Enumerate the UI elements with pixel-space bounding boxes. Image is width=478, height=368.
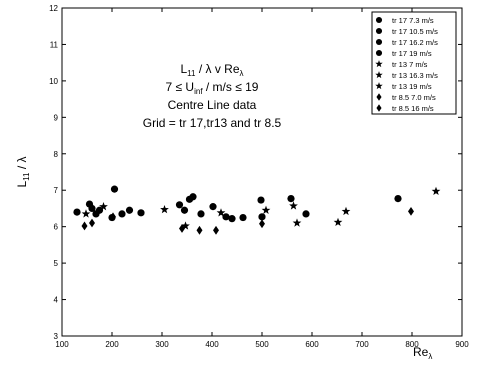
data-point-circle	[258, 213, 266, 221]
x-tick-label: 500	[255, 340, 269, 349]
axis-ticks: 100 200 300 400 500 600 700 800 900 3 4 5 6 7 8 9 10 11 12	[49, 4, 469, 349]
data-point-circle	[222, 213, 230, 221]
data-point-star	[292, 218, 302, 227]
data-point-diamond	[81, 221, 88, 231]
chart-title: L11 / λ v Reλ 7 ≤ Uinf / m/s ≤ 19 Centre…	[143, 62, 282, 130]
data-point-circle	[175, 201, 184, 209]
y-tick-label: 4	[54, 296, 59, 305]
title-line-2: 7 ≤ Uinf / m/s ≤ 19	[166, 80, 259, 96]
x-axis-label: Reλ	[413, 345, 432, 361]
data-point-star	[431, 186, 441, 196]
legend-label: tr 13 19 m/s	[392, 82, 432, 91]
data-point-star	[160, 204, 169, 214]
legend-marker-diamond	[376, 104, 382, 112]
y-tick-label: 6	[54, 223, 59, 232]
data-point-circle	[73, 208, 81, 216]
data-point-diamond	[408, 206, 414, 216]
legend-marker-circle	[375, 49, 383, 57]
data-point-circle	[257, 196, 265, 204]
x-tick-label: 100	[55, 340, 69, 349]
data-point-star	[341, 206, 351, 216]
data-point-circle	[180, 206, 189, 214]
data-point-circle	[228, 215, 236, 223]
data-point-circle	[88, 204, 96, 213]
data-point-circle	[394, 195, 402, 203]
data-point-circle	[239, 213, 247, 222]
legend-label: tr 17 19 m/s	[392, 49, 432, 58]
title-line-3: Centre Line data	[168, 98, 257, 112]
data-point-circle	[125, 206, 134, 214]
y-tick-label: 5	[54, 259, 59, 268]
legend-marker-star	[375, 71, 383, 79]
data-point-circle	[118, 210, 126, 218]
title-line-1: L11 / λ v Reλ	[180, 62, 243, 78]
y-axis-label: L11 / λ	[15, 156, 31, 187]
data-point-circle	[302, 210, 310, 218]
legend-label: tr 17 16.2 m/s	[392, 38, 438, 47]
legend-marker-circle	[375, 38, 383, 46]
data-points	[73, 185, 441, 235]
data-point-diamond	[259, 219, 265, 229]
data-point-circle	[209, 203, 217, 211]
data-point-circle	[95, 206, 104, 214]
data-point-star	[181, 221, 190, 230]
data-point-circle	[189, 193, 197, 201]
data-point-diamond	[196, 225, 203, 235]
x-tick-label: 700	[355, 340, 369, 349]
data-point-diamond	[179, 224, 185, 233]
legend-label: tr 8.5 16 m/s	[392, 104, 434, 113]
x-tick-label: 900	[455, 340, 469, 349]
data-point-star	[261, 205, 271, 214]
data-point-diamond	[213, 225, 219, 235]
legend-label: tr 13 7 m/s	[392, 60, 428, 69]
data-point-circle	[287, 195, 295, 203]
legend-label: tr 8.5 7.0 m/s	[392, 93, 436, 102]
data-point-diamond	[89, 218, 95, 228]
x-tick-label: 600	[305, 340, 319, 349]
x-tick-label: 400	[205, 340, 219, 349]
y-tick-label: 10	[49, 77, 58, 86]
legend-marker-circle	[375, 27, 383, 35]
legend-marker-diamond	[376, 93, 382, 101]
legend-label: tr 13 16.3 m/s	[392, 71, 438, 80]
legend-marker-star	[375, 60, 383, 68]
legend-marker-circle	[375, 16, 383, 24]
data-point-star	[289, 201, 298, 210]
data-point-circle	[137, 209, 145, 217]
title-line-4: Grid = tr 17,tr13 and tr 8.5	[143, 116, 282, 130]
x-tick-label: 800	[405, 340, 419, 349]
y-tick-label: 12	[49, 4, 58, 13]
x-tick-label: 200	[105, 340, 119, 349]
legend-label: tr 17 7.3 m/s	[392, 16, 434, 25]
y-tick-label: 7	[54, 186, 59, 195]
data-point-circle	[110, 185, 119, 193]
legend: tr 17 7.3 m/s tr 17 10.5 m/s tr 17 16.2 m/…	[371, 11, 457, 115]
y-tick-label: 3	[54, 332, 59, 341]
y-tick-label: 11	[50, 40, 59, 49]
legend-label: tr 17 10.5 m/s	[392, 27, 438, 36]
data-point-star	[81, 209, 91, 218]
y-tick-label: 8	[54, 150, 59, 159]
legend-marker-star	[375, 82, 383, 90]
data-point-star	[333, 217, 343, 227]
data-point-star	[216, 208, 226, 217]
data-point-star	[99, 202, 108, 211]
y-tick-label: 9	[54, 113, 59, 122]
data-point-diamond	[110, 212, 116, 222]
x-tick-label: 300	[155, 340, 169, 349]
data-point-circle	[197, 210, 205, 218]
legend-box	[371, 11, 457, 115]
